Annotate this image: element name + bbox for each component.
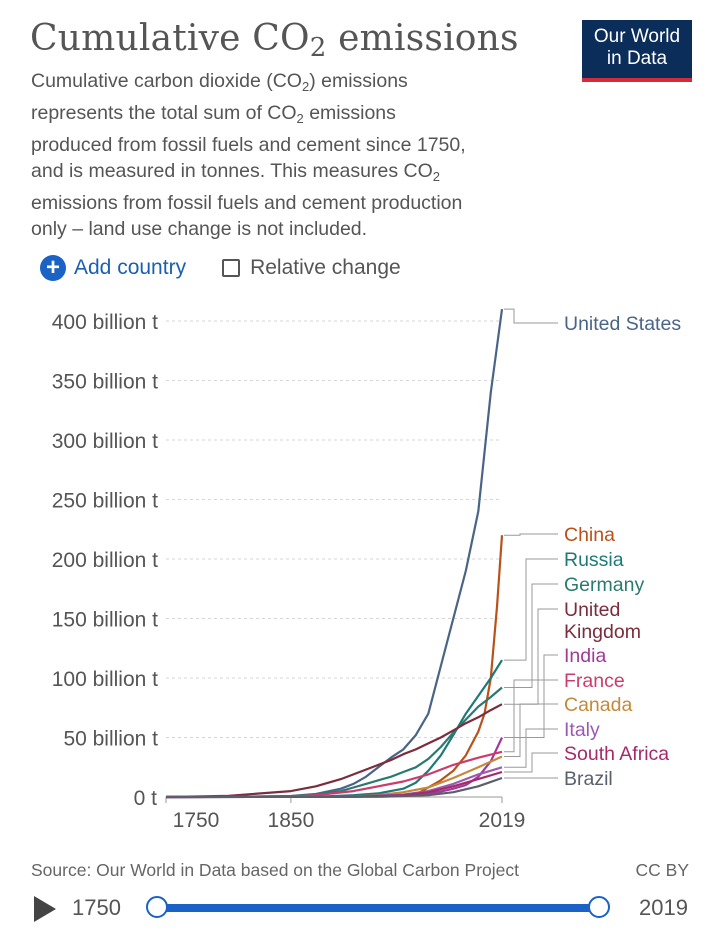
y-tick-label: 150 billion t (52, 609, 158, 632)
legend-connector (504, 558, 558, 661)
series-label: India (564, 645, 606, 667)
subtitle-sub: 2 (296, 111, 304, 126)
series-line (165, 776, 503, 799)
legend-connector (504, 308, 558, 324)
x-axis: 1750 1850 2019 (165, 796, 526, 832)
series-label: Germany (564, 574, 644, 596)
series-labels: United States China Russia Germany UnitedKin… (564, 313, 681, 790)
y-axis-ticks: 0 t 50 billion t 100 billion t 150 billion … (52, 311, 158, 810)
timeline-track[interactable] (156, 904, 600, 912)
legend-connector (504, 533, 558, 536)
series-label: South Africa (564, 743, 669, 765)
subtitle-text: produced from fossil fuels and cement si… (31, 134, 466, 156)
subtitle-text: and is measured in tonnes. This measures… (31, 160, 433, 182)
y-tick-label: 250 billion t (52, 490, 158, 513)
series-line (165, 659, 503, 799)
series-line (165, 737, 503, 799)
legend-connector (504, 728, 558, 768)
subtitle-line: represents the total sum of CO2 emission… (31, 100, 531, 132)
series-label: Italy (564, 719, 600, 741)
owid-logo[interactable]: Our World in Data (582, 20, 692, 82)
chart-title: Cumulative CO2 emissions (30, 18, 519, 63)
legend-connector (504, 679, 558, 753)
series-line (165, 703, 503, 799)
subtitle-line: emissions from fossil fuels and cement p… (31, 190, 531, 216)
add-country-button[interactable]: + Add country (40, 255, 186, 281)
y-tick-label: 0 t (134, 787, 158, 810)
timeline-end-year: 2019 (639, 895, 688, 920)
license-link[interactable]: CC BY (635, 860, 689, 880)
legend-connector (504, 703, 558, 757)
series-label: Kingdom (564, 621, 641, 643)
relative-change-toggle[interactable]: Relative change (222, 256, 401, 280)
title-rest: emissions (326, 18, 519, 59)
series-lines (165, 308, 504, 799)
x-tick-label: 1850 (268, 809, 315, 832)
series-line (165, 535, 504, 799)
add-country-label: Add country (74, 256, 187, 279)
play-icon[interactable] (34, 896, 56, 922)
series-label: United (564, 599, 620, 621)
series-label: Canada (564, 694, 632, 716)
relative-change-label: Relative change (250, 256, 401, 279)
y-tick-label: 350 billion t (52, 371, 158, 394)
subtitle-text: emissions (303, 102, 396, 124)
subtitle-sub: 2 (432, 169, 440, 184)
timeline-end-handle[interactable] (588, 896, 610, 918)
timeline-slider: 1750 2019 (30, 890, 700, 926)
y-tick-label: 200 billion t (52, 549, 158, 572)
logo-line-1: Our World (593, 26, 681, 47)
chart-controls: + Add country Relative change (40, 252, 401, 284)
legend-connectors (504, 308, 558, 779)
logo-line-2: in Data (606, 48, 668, 69)
subtitle-line: Cumulative carbon dioxide (CO2) emission… (31, 68, 531, 100)
title-subscript: 2 (309, 33, 327, 63)
title-main: Cumulative CO (30, 18, 310, 59)
series-line (165, 308, 504, 799)
series-label: China (564, 524, 615, 546)
y-tick-label: 100 billion t (52, 668, 158, 691)
legend-connector (504, 583, 558, 688)
checkbox-icon[interactable] (222, 259, 241, 277)
line-chart: 0 t 50 billion t 100 billion t 150 billion … (52, 308, 681, 832)
subtitle-text: represents the total sum of CO (31, 102, 297, 124)
timeline-start-handle[interactable] (146, 896, 168, 918)
plus-circle-icon: + (40, 255, 66, 281)
subtitle-text: emissions from fossil fuels and cement p… (31, 192, 463, 214)
y-tick-label: 50 billion t (63, 728, 158, 751)
x-tick-label: 2019 (479, 809, 526, 832)
subtitle-sub: 2 (301, 79, 310, 94)
subtitle-text: Cumulative carbon dioxide (CO (31, 70, 302, 92)
subtitle-text: only – land use change is not included. (31, 218, 368, 240)
chart-subtitle: Cumulative carbon dioxide (CO2) emission… (31, 68, 531, 242)
x-tick-label: 1750 (173, 809, 220, 832)
series-line (165, 686, 503, 799)
subtitle-line: produced from fossil fuels and cement si… (31, 132, 531, 158)
series-label: France (564, 670, 625, 692)
legend-connector (504, 608, 558, 705)
y-tick-label: 300 billion t (52, 430, 158, 453)
legend-connector (504, 752, 558, 773)
y-tick-label: 400 billion t (52, 311, 158, 334)
timeline-start-year: 1750 (72, 895, 121, 920)
chart-grid (166, 320, 502, 738)
series-label: United States (564, 313, 681, 335)
source-note: Source: Our World in Data based on the G… (31, 860, 519, 880)
series-label: Russia (564, 549, 624, 571)
series-label: Brazil (564, 768, 613, 790)
subtitle-line: only – land use change is not included. (31, 216, 531, 242)
subtitle-line: and is measured in tonnes. This measures… (31, 158, 531, 190)
legend-connector (504, 654, 558, 738)
subtitle-text: ) emissions (309, 70, 408, 92)
